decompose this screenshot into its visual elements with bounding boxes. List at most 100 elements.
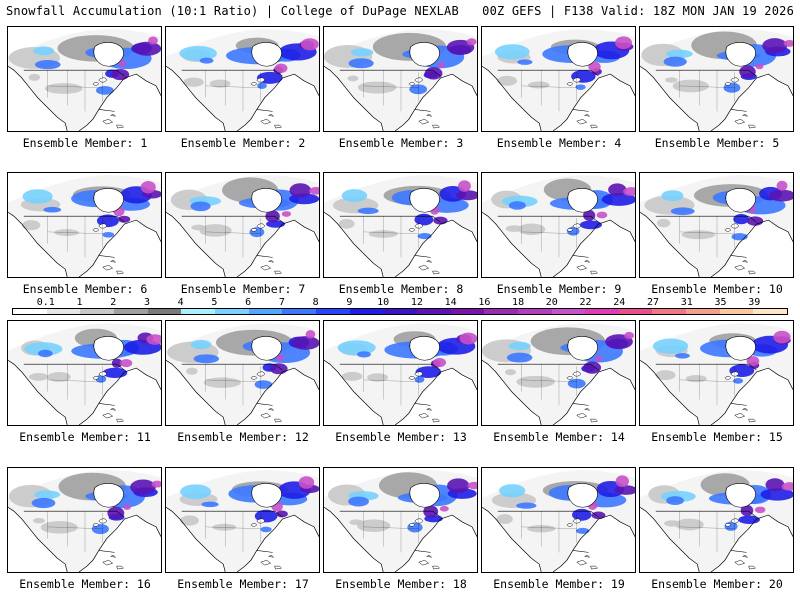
scale-swatch	[618, 309, 653, 314]
ensemble-member-map	[323, 26, 478, 132]
ensemble-member-map	[7, 172, 162, 278]
snowfall-map	[166, 468, 319, 572]
scale-tick-label: 2	[110, 297, 117, 308]
scale-swatch	[46, 309, 81, 314]
scale-swatch	[416, 309, 451, 314]
snowfall-map	[166, 173, 319, 277]
scale-tick-label: 4	[177, 297, 184, 308]
scale-swatch	[383, 309, 417, 314]
scale-swatch	[585, 309, 619, 314]
ensemble-member-label: Ensemble Member: 2	[180, 136, 306, 150]
ensemble-member-map	[481, 172, 636, 278]
snowfall-map	[324, 321, 477, 425]
ensemble-member-label: Ensemble Member: 20	[651, 577, 783, 591]
ensemble-member-label: Ensemble Member: 14	[493, 430, 625, 444]
scale-swatch	[282, 309, 316, 314]
ensemble-member-label: Ensemble Member: 7	[180, 282, 306, 296]
scale-tick-label: 22	[579, 297, 592, 308]
scale-swatch	[686, 309, 720, 314]
scale-tick-label: 16	[478, 297, 491, 308]
snowfall-map	[482, 321, 635, 425]
scale-tick-label: 0.1	[36, 297, 55, 308]
ensemble-member-map	[165, 172, 320, 278]
snowfall-map	[324, 173, 477, 277]
scale-swatch	[753, 309, 788, 314]
ensemble-member-label: Ensemble Member: 4	[496, 136, 622, 150]
ensemble-member-label: Ensemble Member: 17	[177, 577, 309, 591]
ensemble-member-label: Ensemble Member: 13	[335, 430, 467, 444]
ensemble-member-label: Ensemble Member: 8	[338, 282, 464, 296]
scale-labels: 0.1 1 2 3 4 5 6 7 8 9 10 12 14 16 18 20 22 24 27 31 35 39	[6, 297, 794, 308]
scale-tick-label: 24	[613, 297, 626, 308]
scale-tick-label: 8	[312, 297, 319, 308]
scale-bar	[12, 308, 788, 315]
ensemble-member-label: Ensemble Member: 1	[22, 136, 148, 150]
snowfall-map	[482, 468, 635, 572]
snowfall-map	[640, 27, 793, 131]
snowfall-map	[324, 468, 477, 572]
ensemble-member-label: Ensemble Member: 16	[19, 577, 151, 591]
scale-tick-label: 14	[444, 297, 457, 308]
ensemble-member-label: Ensemble Member: 10	[651, 282, 783, 296]
ensemble-member-map	[323, 320, 478, 426]
snowfall-map	[640, 173, 793, 277]
scale-swatch	[315, 309, 350, 314]
run-valid-time: 00Z GEFS | F138 Valid: 18Z MON JAN 19 20…	[482, 4, 794, 18]
scale-tick-label: 18	[512, 297, 525, 308]
snowfall-map	[8, 27, 161, 131]
scale-tick-label: 3	[143, 297, 150, 308]
scale-swatch	[181, 309, 215, 314]
snowfall-map	[8, 173, 161, 277]
scale-swatch	[484, 309, 518, 314]
scale-tick-label: 39	[748, 297, 761, 308]
scale-swatch	[652, 309, 687, 314]
ensemble-member-label: Ensemble Member: 11	[19, 430, 151, 444]
ensemble-member-label: Ensemble Member: 3	[338, 136, 464, 150]
snowfall-map	[640, 321, 793, 425]
scale-tick-label: 1	[76, 297, 83, 308]
scale-swatch	[214, 309, 249, 314]
ensemble-member-map	[639, 320, 794, 426]
snowfall-map	[8, 321, 161, 425]
ensemble-member-label: Ensemble Member: 5	[654, 136, 780, 150]
ensemble-member-map	[481, 26, 636, 132]
scale-swatch	[248, 309, 283, 314]
snowfall-map	[324, 27, 477, 131]
scale-swatch	[13, 309, 47, 314]
ensemble-member-map	[481, 320, 636, 426]
snowfall-map	[482, 27, 635, 131]
ensemble-member-label: Ensemble Member: 9	[496, 282, 622, 296]
scale-swatch	[450, 309, 485, 314]
ensemble-member-map	[165, 467, 320, 573]
scale-tick-label: 31	[680, 297, 693, 308]
scale-tick-label: 6	[245, 297, 252, 308]
ensemble-member-map	[639, 467, 794, 573]
ensemble-member-map	[165, 26, 320, 132]
scale-swatch	[551, 309, 586, 314]
scale-swatch	[113, 309, 148, 314]
ensemble-member-map	[165, 320, 320, 426]
scale-swatch	[147, 309, 182, 314]
scale-swatch	[80, 309, 114, 314]
snowfall-map	[8, 468, 161, 572]
scale-tick-label: 5	[211, 297, 218, 308]
ensemble-member-map	[323, 172, 478, 278]
ensemble-member-map	[7, 467, 162, 573]
scale-swatch	[349, 309, 384, 314]
ensemble-member-map	[7, 26, 162, 132]
scale-tick-label: 20	[545, 297, 558, 308]
scale-tick-label: 27	[647, 297, 660, 308]
scale-tick-label: 10	[377, 297, 390, 308]
scale-tick-label: 7	[278, 297, 285, 308]
ensemble-member-map	[323, 467, 478, 573]
snowfall-map	[166, 27, 319, 131]
ensemble-member-label: Ensemble Member: 6	[22, 282, 148, 296]
ensemble-member-label: Ensemble Member: 12	[177, 430, 309, 444]
scale-tick-label: 9	[346, 297, 353, 308]
snowfall-map	[640, 468, 793, 572]
ensemble-member-map	[639, 26, 794, 132]
scale-tick-label: 12	[410, 297, 423, 308]
ensemble-member-label: Ensemble Member: 18	[335, 577, 467, 591]
snowfall-map	[166, 321, 319, 425]
snowfall-map	[482, 173, 635, 277]
